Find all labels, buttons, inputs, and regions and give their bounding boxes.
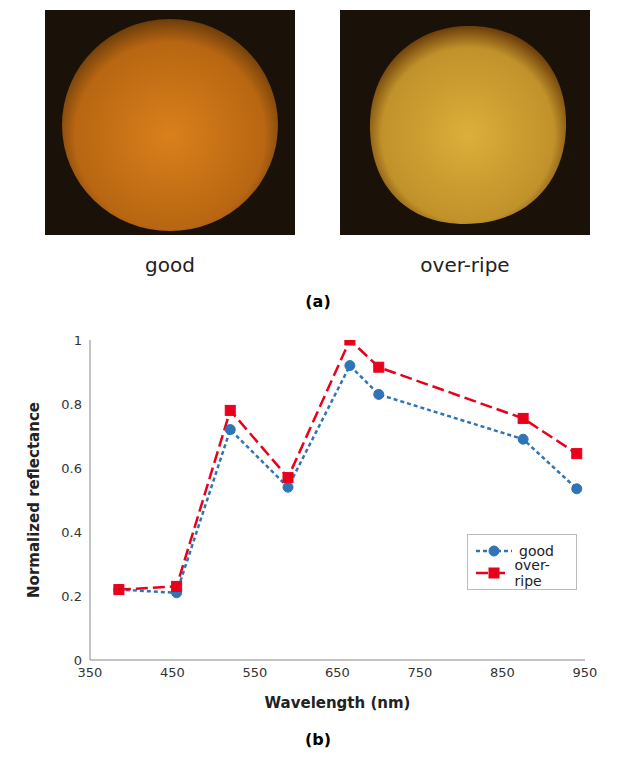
svg-text:0: 0 — [74, 653, 82, 668]
svg-text:Wavelength (nm): Wavelength (nm) — [265, 694, 411, 712]
html-text:(a): (a) — [305, 292, 331, 311]
svg-text:550: 550 — [243, 665, 268, 680]
svg-text:0.8: 0.8 — [61, 397, 82, 412]
svg-text:750: 750 — [408, 665, 433, 680]
svg-text:0.6: 0.6 — [61, 461, 82, 476]
html-text:good: good — [519, 543, 554, 559]
svg-text:650: 650 — [325, 665, 350, 680]
html-text:over-ripe: over-ripe — [420, 253, 510, 277]
svg-text:0.2: 0.2 — [61, 589, 82, 604]
svg-text:950: 950 — [573, 665, 598, 680]
svg-text:850: 850 — [490, 665, 515, 680]
svg-text:450: 450 — [160, 665, 185, 680]
html-text:(b): (b) — [305, 730, 331, 749]
html-text:good: good — [145, 253, 195, 277]
html-text:over-ripe: over-ripe — [514, 557, 550, 589]
svg-text:1: 1 — [74, 333, 82, 348]
svg-text:0.4: 0.4 — [61, 525, 82, 540]
svg-text:350: 350 — [77, 665, 103, 681]
svg-text:Normalized reflectance: Normalized reflectance — [25, 402, 43, 598]
